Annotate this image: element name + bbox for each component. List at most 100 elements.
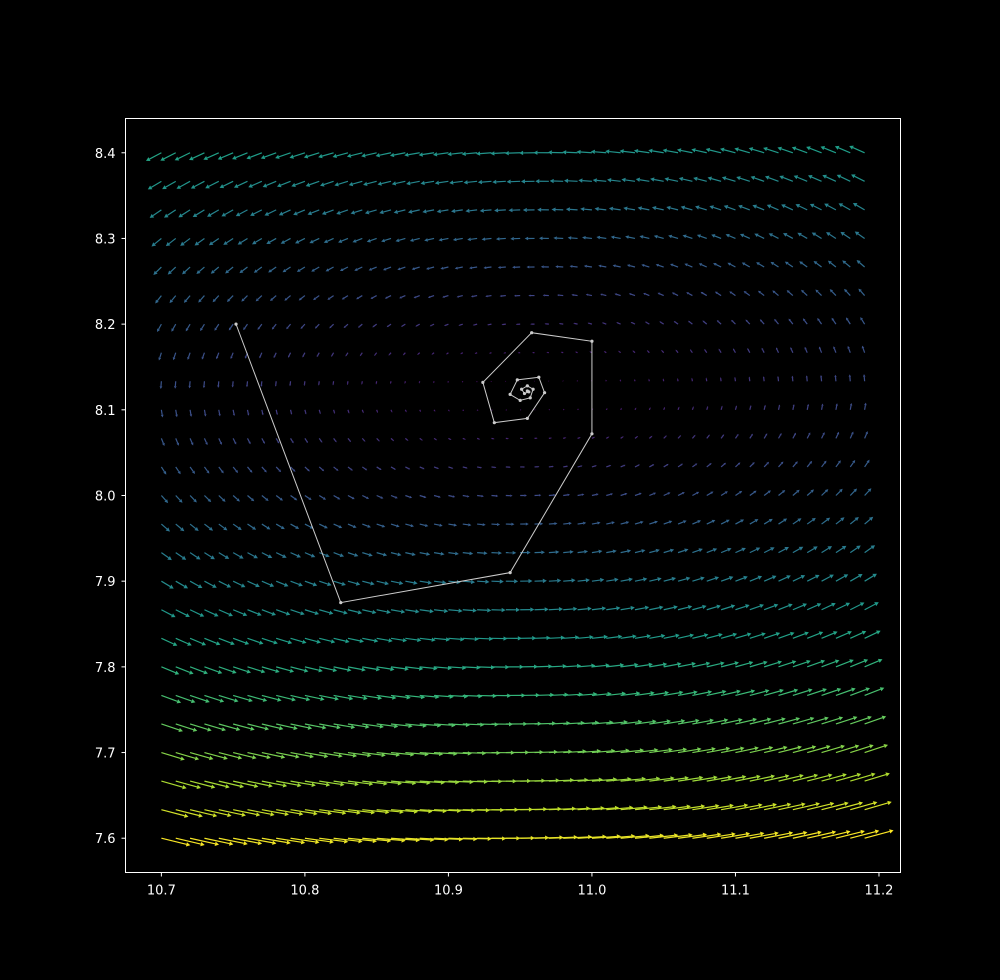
field-arrow bbox=[792, 404, 795, 410]
field-arrow bbox=[822, 174, 837, 182]
field-arrow bbox=[706, 548, 718, 554]
field-arrow bbox=[565, 207, 578, 212]
field-arrow bbox=[542, 294, 549, 297]
field-arrow bbox=[806, 546, 818, 554]
field-arrow bbox=[711, 234, 722, 240]
field-arrow bbox=[688, 320, 693, 325]
field-arrow bbox=[494, 208, 506, 213]
field-arrow bbox=[720, 576, 734, 582]
field-arrow bbox=[606, 464, 612, 468]
field-arrow bbox=[763, 404, 766, 410]
field-arrow bbox=[734, 147, 750, 154]
field-arrow bbox=[663, 548, 675, 554]
field-arrow bbox=[548, 550, 560, 555]
field-arrow bbox=[864, 743, 889, 754]
field-arrow bbox=[289, 381, 292, 387]
field-arrow bbox=[375, 152, 392, 158]
field-arrow bbox=[849, 545, 861, 554]
field-arrow bbox=[563, 437, 567, 439]
field-arrow bbox=[339, 266, 349, 272]
field-arrow bbox=[275, 495, 283, 501]
field-arrow bbox=[261, 495, 269, 501]
field-arrow bbox=[548, 465, 554, 468]
field-arrow bbox=[692, 775, 718, 782]
field-arrow bbox=[864, 573, 877, 582]
field-arrow bbox=[454, 266, 463, 270]
field-arrow bbox=[555, 265, 564, 269]
field-arrow bbox=[304, 723, 327, 730]
field-arrow bbox=[663, 492, 671, 497]
field-arrow bbox=[189, 152, 205, 161]
field-arrow bbox=[648, 435, 653, 439]
field-arrow bbox=[606, 577, 619, 583]
field-arrow bbox=[491, 466, 497, 469]
field-arrow bbox=[304, 580, 318, 587]
field-arrow bbox=[347, 409, 350, 414]
field-arrow bbox=[821, 830, 851, 839]
field-arrow bbox=[362, 723, 384, 729]
field-arrow bbox=[634, 605, 650, 611]
field-arrow bbox=[720, 746, 745, 754]
field-arrow bbox=[232, 552, 244, 559]
field-arrow bbox=[788, 318, 794, 325]
field-arrow bbox=[793, 175, 808, 182]
field-arrow bbox=[562, 150, 578, 155]
field-arrow bbox=[298, 295, 306, 301]
field-arrow bbox=[247, 466, 253, 473]
field-arrow bbox=[390, 580, 404, 586]
field-arrow bbox=[276, 666, 295, 673]
field-arrow bbox=[247, 694, 268, 702]
field-arrow bbox=[419, 466, 425, 470]
field-arrow bbox=[692, 803, 720, 811]
field-arrow bbox=[388, 352, 392, 356]
field-arrow bbox=[735, 689, 756, 697]
field-arrow bbox=[677, 633, 695, 639]
field-arrow bbox=[452, 237, 463, 242]
field-arrow bbox=[706, 405, 709, 411]
field-arrow bbox=[849, 459, 856, 468]
field-arrow bbox=[706, 689, 727, 697]
field-arrow bbox=[404, 409, 407, 413]
field-arrow bbox=[706, 746, 731, 754]
field-arrow bbox=[476, 151, 492, 156]
field-arrow bbox=[477, 636, 494, 642]
field-arrow bbox=[735, 462, 741, 468]
field-arrow bbox=[432, 152, 449, 157]
field-arrow bbox=[791, 146, 808, 154]
field-arrow bbox=[266, 237, 277, 245]
field-arrow bbox=[563, 635, 580, 640]
field-arrow bbox=[347, 751, 372, 758]
field-arrow bbox=[390, 381, 392, 385]
field-arrow bbox=[497, 265, 506, 269]
field-arrow bbox=[201, 352, 205, 360]
field-arrow bbox=[563, 493, 570, 497]
field-arrow bbox=[720, 661, 739, 668]
field-arrow bbox=[347, 637, 364, 644]
field-arrow bbox=[491, 607, 506, 613]
field-arrow bbox=[261, 523, 271, 530]
field-arrow bbox=[241, 295, 248, 302]
field-arrow bbox=[377, 180, 392, 186]
field-arrow bbox=[535, 179, 549, 184]
field-arrow bbox=[275, 466, 282, 473]
field-arrow bbox=[362, 666, 381, 672]
field-arrow bbox=[381, 237, 392, 243]
field-arrow bbox=[204, 809, 232, 818]
field-arrow bbox=[476, 380, 478, 383]
field-arrow bbox=[405, 580, 418, 585]
field-arrow bbox=[448, 608, 463, 613]
field-arrow bbox=[729, 291, 736, 297]
field-arrow bbox=[668, 234, 679, 240]
field-arrow bbox=[835, 460, 841, 468]
field-arrow bbox=[405, 552, 416, 557]
field-arrow bbox=[750, 175, 765, 182]
field-arrow bbox=[749, 433, 753, 439]
field-arrow bbox=[677, 804, 706, 811]
field-arrow bbox=[426, 266, 435, 270]
field-arrow bbox=[259, 352, 263, 359]
field-arrow bbox=[620, 577, 633, 582]
x-tick-label: 11.2 bbox=[864, 884, 893, 899]
field-arrow bbox=[362, 694, 383, 701]
field-arrow bbox=[608, 206, 621, 211]
